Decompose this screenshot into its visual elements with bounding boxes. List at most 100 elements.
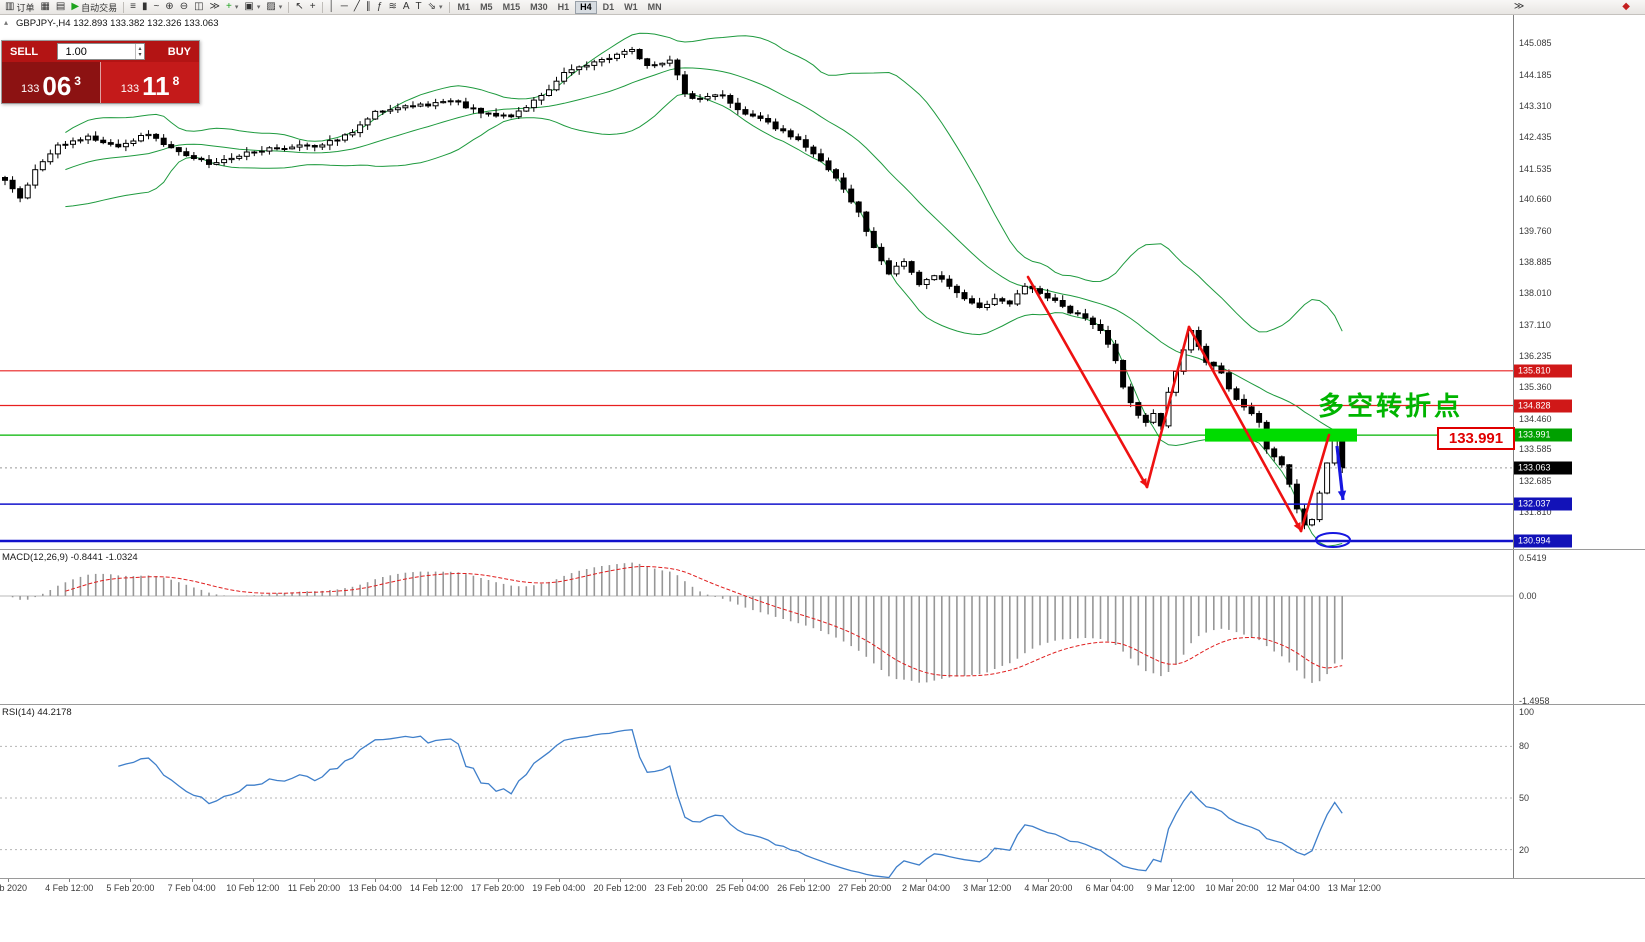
time-tick-label: 14 Feb 12:00 <box>409 883 463 893</box>
cursor-icon[interactable]: ↖ <box>293 1 305 14</box>
price-tag-133.991: 133.991 <box>1514 428 1572 442</box>
candlestick-chart-icon[interactable]: ▮ <box>140 1 150 14</box>
zoom-out-icon-glyph: ⊖ <box>179 1 189 12</box>
time-tick-label: 27 Feb 20:00 <box>838 883 892 893</box>
macd-chart[interactable] <box>0 550 1513 704</box>
current-price-tag: 133.063 <box>1514 461 1572 475</box>
rsi-chart[interactable] <box>0 705 1513 878</box>
price-tick-label: 133.585 <box>1519 444 1552 455</box>
timeframe-h1[interactable]: H1 <box>557 1 570 12</box>
periods-button[interactable]: ▣ ▾ <box>242 1 262 14</box>
turning-point-annotation[interactable]: 多空转折点 <box>1318 391 1464 421</box>
tile-windows-icon-glyph: ◫ <box>194 1 204 12</box>
autotrading-button[interactable]: ▶ 自动交易 <box>69 1 119 14</box>
panel-separator[interactable] <box>0 549 1645 550</box>
time-tick-label: 11 Feb 20:00 <box>287 883 341 893</box>
horizontal-line-icon-glyph: ─ <box>340 1 348 12</box>
rsi-label: RSI(14) 44.2178 <box>2 707 72 718</box>
panel-separator[interactable] <box>0 704 1645 705</box>
toolbar-separator <box>123 1 125 13</box>
blue-down-arrow[interactable] <box>1335 445 1347 501</box>
time-tick-mark <box>375 879 377 882</box>
time-tick-mark <box>620 879 621 882</box>
arrows-button[interactable]: ⇘ ▾ <box>426 1 445 14</box>
zoom-out-icon[interactable]: ⊖ <box>178 1 190 14</box>
zoom-in-icon[interactable]: ⊕ <box>163 1 175 14</box>
text-icon[interactable]: A <box>401 1 412 14</box>
indicators-button[interactable]: + ▾ <box>224 1 240 14</box>
timeframe-m15[interactable]: M15 <box>502 1 521 12</box>
time-tick-mark <box>130 879 132 882</box>
time-tick-label: 5 Feb 20:00 <box>106 883 155 893</box>
volume-input[interactable]: 1.00 ▴ ▾ <box>56 43 145 60</box>
time-tick-mark <box>1232 879 1233 882</box>
price-chart[interactable] <box>0 15 1513 549</box>
volume-spinner[interactable]: ▴ ▾ <box>135 44 143 59</box>
timeframe-d1[interactable]: D1 <box>602 1 615 12</box>
one-click-expand-icon[interactable]: ▴ <box>4 18 9 27</box>
price-tick-label: 144.185 <box>1519 69 1552 80</box>
price-tick-label: 134.460 <box>1519 413 1552 424</box>
price-tag-134.828: 134.828 <box>1514 399 1572 412</box>
shapes-icon-glyph: ≋ <box>388 1 397 12</box>
time-tick-label: 7 Feb 04:00 <box>167 883 216 893</box>
app-logo-icon: ◆ <box>1622 1 1630 12</box>
zoom-in-icon-glyph: ⊕ <box>165 1 174 12</box>
bar-chart-icon-glyph: ≡ <box>130 1 136 12</box>
new-order-button[interactable]: ▥ 订单 <box>3 1 36 14</box>
charts-window-icon-glyph: ▦ <box>40 1 50 12</box>
green-highlight-bar[interactable] <box>1205 428 1357 442</box>
templates-glyph: ▨ <box>266 1 276 12</box>
vertical-line-icon[interactable]: │ <box>327 1 337 14</box>
channel-icon[interactable]: ∥ <box>364 1 373 14</box>
label-icon-glyph: T <box>415 1 422 12</box>
trendline-icon[interactable]: ╱ <box>352 1 362 14</box>
macd-tick-label: -1.4958 <box>1519 696 1550 706</box>
blue-ellipse-annotation[interactable] <box>1315 532 1351 548</box>
timeframe-m1[interactable]: M1 <box>457 1 471 12</box>
time-tick-mark <box>314 879 315 882</box>
app-logo-icon[interactable]: ◆ <box>1620 1 1632 14</box>
timeframe-mn[interactable]: MN <box>647 1 662 12</box>
horizontal-line-icon[interactable]: ─ <box>339 1 350 14</box>
text-icon-glyph: A <box>402 1 410 12</box>
red-zigzag-annotation[interactable] <box>1026 275 1331 533</box>
price-axis[interactable]: 145.085 144.185 143.310 142.435 141.535 140.6… <box>1513 15 1645 878</box>
buy-button[interactable]: 133 11 8 <box>100 62 199 103</box>
charts-window-icon[interactable]: ▦ <box>38 1 51 14</box>
rsi-tick-label: 100 <box>1519 707 1535 717</box>
templates-button[interactable]: ▨ ▾ <box>264 1 284 14</box>
fibonacci-icon[interactable]: ƒ <box>375 1 385 14</box>
label-icon[interactable]: T <box>414 1 424 14</box>
bollinger-lower <box>65 93 1343 547</box>
timeframe-h4[interactable]: H4 <box>575 0 597 14</box>
chart-shift-icon[interactable]: ≫ <box>1512 1 1526 14</box>
price-tick-label: 132.685 <box>1519 476 1552 487</box>
crosshair-icon[interactable]: + <box>308 1 318 14</box>
time-axis[interactable]: Feb 2020 4 Feb 12:00 5 Feb 20:00 7 Feb 04:0… <box>0 879 1513 897</box>
shapes-icon[interactable]: ≋ <box>386 1 398 14</box>
rsi-tick-label: 20 <box>1519 844 1530 855</box>
time-tick-label: 10 Mar 20:00 <box>1205 883 1259 893</box>
sell-button[interactable]: 133 06 3 <box>2 62 100 103</box>
profiles-icon-glyph: ▤ <box>55 1 66 12</box>
profiles-icon[interactable]: ▤ <box>54 1 67 14</box>
timeframe-m5[interactable]: M5 <box>480 1 493 12</box>
price-level-box[interactable]: 133.991 <box>1437 427 1515 450</box>
time-tick-mark <box>987 879 989 882</box>
autotrading-button-label: 自动交易 <box>81 2 118 13</box>
line-chart-icon[interactable]: ~ <box>151 1 161 14</box>
time-tick-mark <box>69 879 71 882</box>
tile-windows-icon[interactable]: ◫ <box>192 1 205 14</box>
bar-chart-icon[interactable]: ≡ <box>128 1 138 14</box>
time-tick-mark <box>252 879 254 882</box>
price-tick-label: 131.810 <box>1519 507 1552 518</box>
timeframe-m30[interactable]: M30 <box>530 1 548 12</box>
timeframe-w1[interactable]: W1 <box>624 1 638 12</box>
price-tag-135.810: 135.810 <box>1514 364 1572 378</box>
time-tick-mark <box>558 879 560 882</box>
caret-down-icon: ▾ <box>234 4 239 11</box>
auto-scroll-icon[interactable]: ≫ <box>208 1 222 14</box>
trendline-icon-glyph: ╱ <box>353 1 360 12</box>
